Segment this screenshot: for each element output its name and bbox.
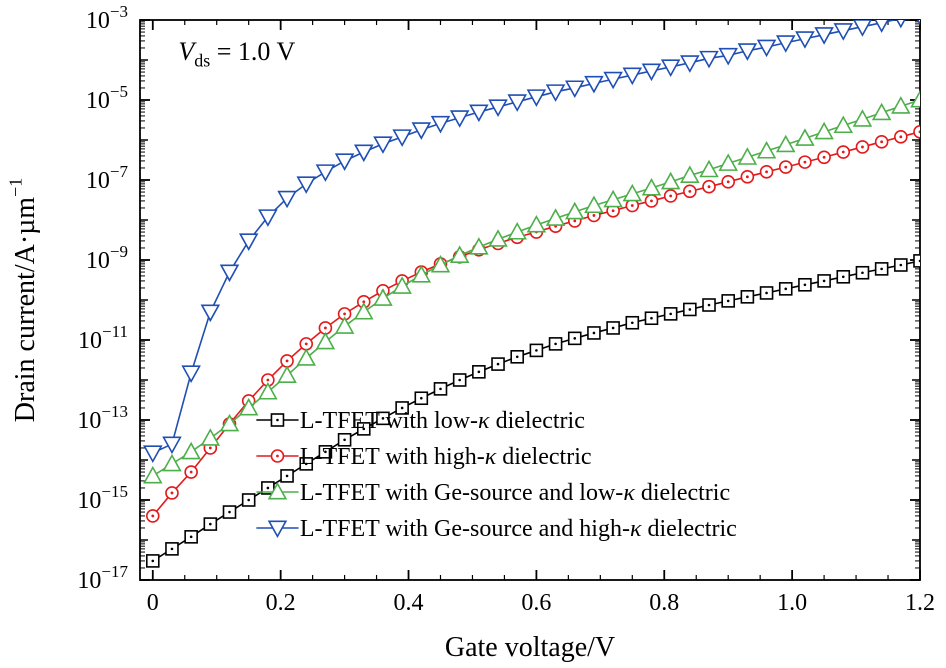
svg-text:1.0: 1.0 — [777, 590, 807, 616]
svg-text:Drain current/A·µm−1: Drain current/A·µm−1 — [5, 178, 41, 422]
line-chart: 00.20.40.60.81.01.210−1710−1510−1310−111… — [0, 0, 946, 668]
svg-text:0.4: 0.4 — [394, 590, 424, 616]
svg-text:1.2: 1.2 — [905, 590, 935, 616]
svg-text:L-TFET with Ge-source and high: L-TFET with Ge-source and high-κ dielect… — [300, 516, 737, 542]
svg-text:Gate voltage/V: Gate voltage/V — [445, 632, 615, 663]
svg-text:L-TFET with high-κ dielectric: L-TFET with high-κ dielectric — [300, 444, 592, 470]
svg-text:0.2: 0.2 — [266, 590, 296, 616]
svg-text:0.6: 0.6 — [521, 590, 551, 616]
svg-text:0: 0 — [147, 590, 159, 616]
svg-text:L-TFET with low-κ dielectric: L-TFET with low-κ dielectric — [300, 408, 585, 434]
svg-text:L-TFET with Ge-source and low-: L-TFET with Ge-source and low-κ dielectr… — [300, 480, 730, 506]
svg-text:0.8: 0.8 — [649, 590, 679, 616]
chart-container: 00.20.40.60.81.01.210−1710−1510−1310−111… — [0, 0, 946, 668]
